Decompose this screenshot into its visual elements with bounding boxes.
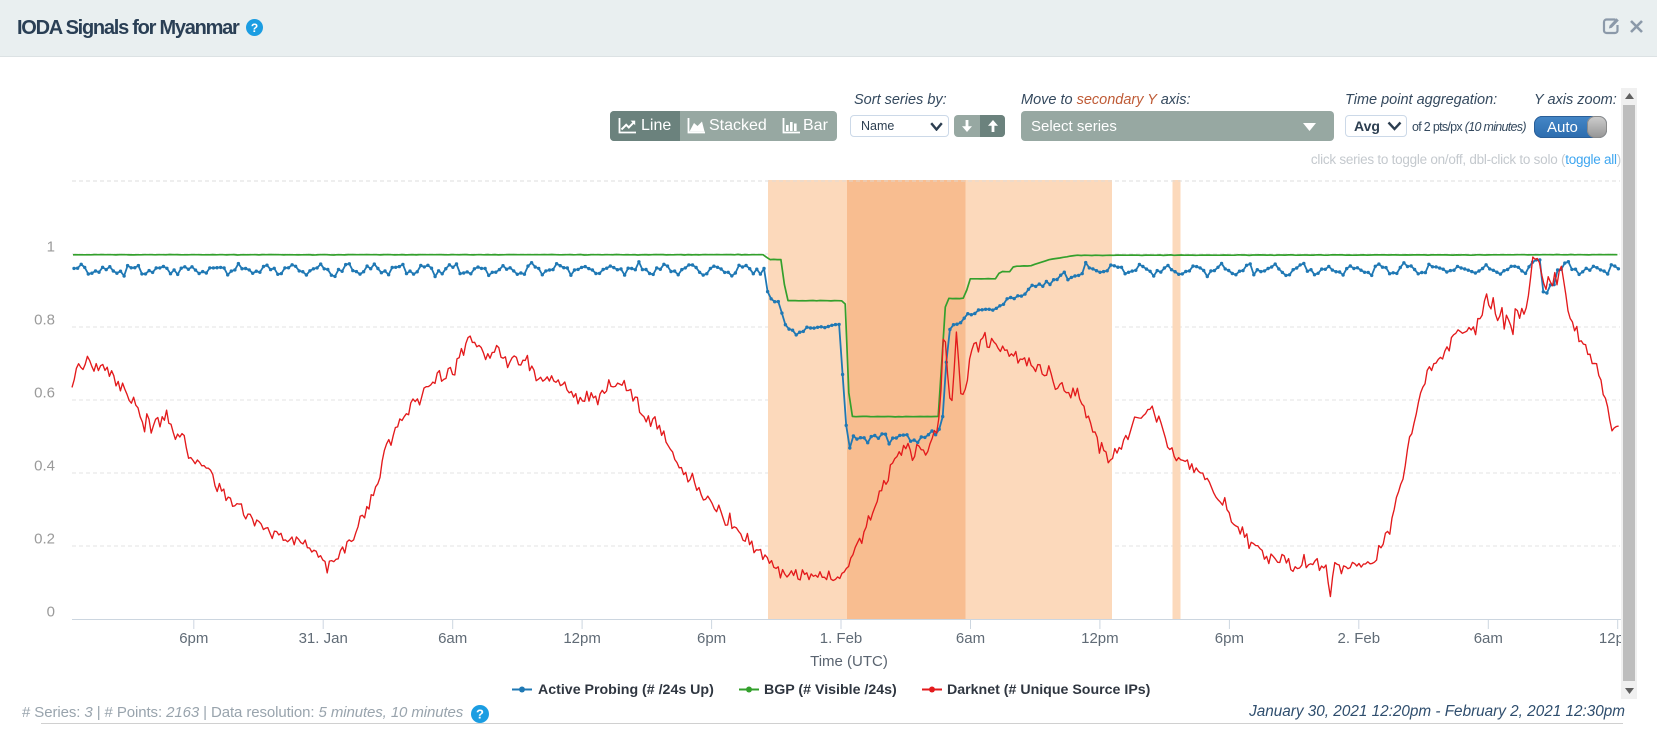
svg-text:Time (UTC): Time (UTC) [810, 653, 888, 670]
svg-text:2. Feb: 2. Feb [1338, 630, 1381, 647]
svg-text:0: 0 [47, 604, 55, 621]
svg-text:?: ? [251, 21, 258, 35]
svg-text:0.4: 0.4 [34, 458, 55, 475]
svg-text:12pm: 12pm [1081, 630, 1119, 647]
svg-text:1. Feb: 1. Feb [820, 630, 863, 647]
svg-text:?: ? [476, 707, 484, 722]
svg-text:0.2: 0.2 [34, 531, 55, 548]
svg-text:6pm: 6pm [697, 630, 726, 647]
svg-text:6am: 6am [1474, 630, 1503, 647]
svg-text:0.6: 0.6 [34, 385, 55, 402]
svg-text:6am: 6am [956, 630, 985, 647]
svg-text:6am: 6am [438, 630, 467, 647]
svg-text:12pm: 12pm [563, 630, 601, 647]
svg-text:0.8: 0.8 [34, 312, 55, 329]
svg-text:1: 1 [47, 239, 55, 256]
svg-text:31. Jan: 31. Jan [299, 630, 348, 647]
svg-text:6pm: 6pm [1215, 630, 1244, 647]
svg-text:6pm: 6pm [179, 630, 208, 647]
